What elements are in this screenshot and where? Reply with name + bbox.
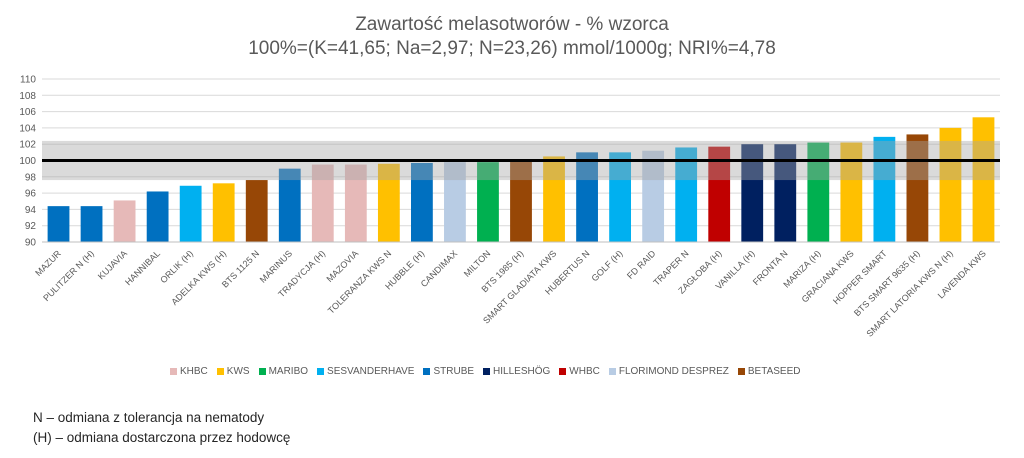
chart-title: Zawartość melasotworów - % wzorca bbox=[355, 14, 669, 35]
chart-subtitle: 100%=(K=41,65; Na=2,97; N=23,26) mmol/10… bbox=[248, 38, 776, 59]
x-tick-label: GOLF (H) bbox=[590, 248, 625, 283]
legend-swatch bbox=[559, 368, 567, 375]
bar bbox=[807, 142, 830, 242]
bar bbox=[576, 152, 598, 242]
bar bbox=[873, 136, 896, 242]
legend-item: MARIBO bbox=[258, 366, 309, 377]
x-tick-label: HANNIBAL bbox=[123, 248, 162, 287]
bar bbox=[344, 164, 367, 242]
y-tick-label: 92 bbox=[25, 221, 37, 232]
y-tick-label: 96 bbox=[25, 189, 37, 200]
bar bbox=[47, 206, 70, 242]
bar bbox=[774, 144, 797, 242]
legend-item: WHBC bbox=[559, 366, 600, 377]
legend-label: BETASEED bbox=[747, 366, 801, 377]
bar bbox=[477, 162, 499, 242]
y-tick-label: 104 bbox=[19, 123, 36, 134]
y-tick-label: 100 bbox=[19, 156, 36, 167]
bar bbox=[708, 146, 731, 242]
legend-item: KWS bbox=[216, 366, 250, 377]
y-tick-label: 102 bbox=[19, 140, 36, 151]
legend-item: KHBC bbox=[170, 366, 208, 377]
bar bbox=[840, 142, 863, 242]
legend-item: FLORIMOND DESPREZ bbox=[608, 366, 729, 377]
legend-swatch bbox=[216, 368, 224, 375]
bar bbox=[245, 180, 268, 242]
legend-label: SESVANDERHAVE bbox=[327, 366, 415, 377]
bar bbox=[113, 200, 136, 242]
legend-label: HILLESHÖG bbox=[493, 366, 551, 377]
legend: KHBC KWS MARIBO SESVANDERHAVE STRUBE HILLESHÖ… bbox=[170, 366, 800, 377]
footnote-nematode: N – odmiana z tolerancja na nematody bbox=[33, 410, 265, 425]
bar bbox=[444, 162, 466, 242]
bar bbox=[972, 117, 995, 242]
bar bbox=[939, 127, 962, 242]
bar bbox=[543, 156, 565, 242]
x-tick-label: TOLERANZA KWS N bbox=[326, 248, 393, 315]
y-tick-label: 94 bbox=[25, 205, 37, 216]
bar bbox=[410, 162, 433, 242]
bar bbox=[311, 164, 334, 242]
y-tick-label: 98 bbox=[25, 172, 37, 183]
legend-label: STRUBE bbox=[433, 366, 475, 377]
y-tick-label: 110 bbox=[20, 75, 36, 86]
legend-item: STRUBE bbox=[423, 366, 474, 377]
y-tick-label: 106 bbox=[19, 107, 36, 118]
bar bbox=[278, 168, 301, 242]
legend-swatch bbox=[170, 368, 177, 375]
legend-item: SESVANDERHAVE bbox=[317, 366, 414, 377]
x-tick-label: KUJAVIA bbox=[96, 248, 129, 281]
y-tick-label: 108 bbox=[19, 91, 36, 102]
legend-item: BETASEED bbox=[737, 366, 801, 377]
legend-label: KHBC bbox=[180, 366, 208, 377]
bar bbox=[146, 191, 169, 242]
legend-label: WHBC bbox=[569, 366, 600, 377]
bar bbox=[510, 159, 532, 242]
legend-label: MARIBO bbox=[268, 366, 309, 377]
x-tick-label: BTS SMART 9635 (H) bbox=[852, 248, 922, 318]
legend-label: KWS bbox=[226, 366, 250, 377]
legend-swatch bbox=[737, 368, 745, 375]
bar bbox=[377, 163, 400, 242]
x-tick-label: FD RAID bbox=[625, 248, 658, 281]
legend-swatch bbox=[317, 368, 325, 375]
x-tick-label: MILTON bbox=[462, 248, 493, 279]
bar bbox=[80, 206, 103, 242]
bar bbox=[642, 150, 665, 242]
x-tick-label: MAZUR bbox=[33, 248, 63, 278]
chart-plot: 9092949698100102104106108110MAZURPULITZE… bbox=[19, 75, 1000, 339]
footnote-breeder: (H) – odmiana dostarczona przez hodowcę bbox=[33, 430, 291, 445]
bar bbox=[741, 144, 764, 242]
bar bbox=[675, 147, 698, 242]
legend-swatch bbox=[608, 368, 616, 375]
legend-item: HILLESHÖG bbox=[483, 366, 550, 377]
legend-swatch bbox=[423, 368, 431, 375]
legend-label: FLORIMOND DESPREZ bbox=[618, 366, 729, 377]
legend-swatch bbox=[258, 368, 266, 375]
y-tick-label: 90 bbox=[25, 238, 37, 249]
legend-swatch bbox=[483, 368, 491, 375]
bar bbox=[609, 152, 632, 242]
bar bbox=[212, 183, 235, 242]
bar bbox=[179, 185, 202, 242]
